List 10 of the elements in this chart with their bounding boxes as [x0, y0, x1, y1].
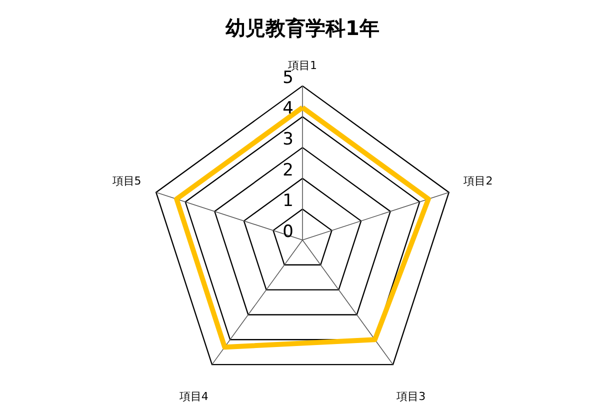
y-tick-label: 3 — [282, 130, 294, 150]
spoke-label: 項目5 — [112, 174, 142, 188]
spoke-label: 項目4 — [179, 390, 208, 404]
y-tick-label: 1 — [282, 191, 294, 212]
y-tick-label: 4 — [282, 98, 294, 119]
spoke-label: 項目1 — [288, 58, 317, 72]
chart-title: 幼児教育学科1年 — [226, 16, 380, 40]
spoke-label: 項目3 — [396, 390, 426, 404]
y-tick-label: 2 — [282, 160, 294, 180]
spoke-label: 項目2 — [464, 174, 493, 188]
